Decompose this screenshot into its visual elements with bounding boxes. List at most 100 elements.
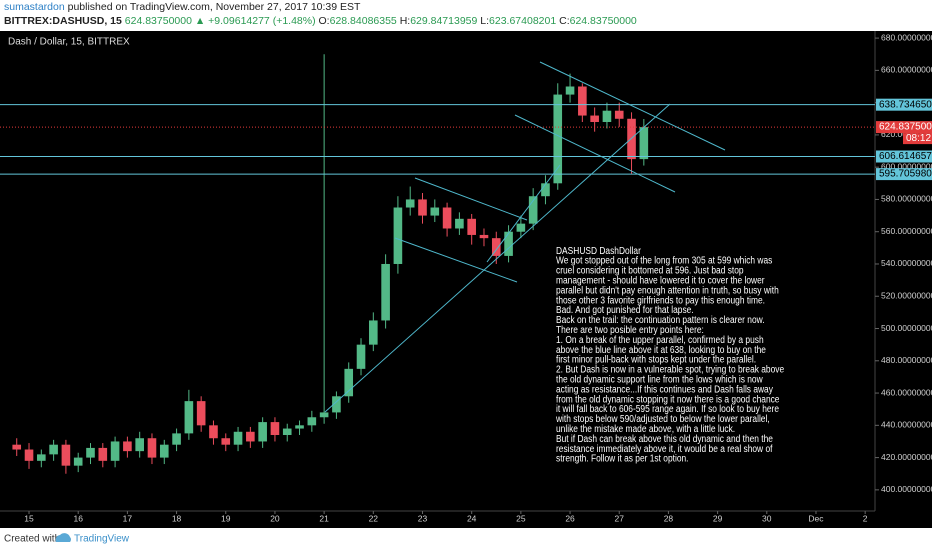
y-tick-label: 500.00000000 (881, 323, 932, 333)
y-tick-label: 460.00000000 (881, 387, 932, 397)
candle-body (356, 344, 366, 369)
logo-icon (55, 533, 71, 542)
ohlc-label: O: (319, 15, 330, 27)
candle-body (467, 218, 476, 235)
footer-brand: TradingView (74, 534, 130, 545)
candle-body (123, 441, 132, 452)
candle-body (369, 320, 378, 345)
candle-body (319, 412, 329, 418)
annotation-line: cruel considering it bottomed at 596. Ju… (556, 265, 744, 277)
candle-body (614, 110, 624, 119)
candle-body (491, 238, 501, 256)
candle-body (184, 401, 194, 434)
price-level-tag (876, 98, 932, 111)
candle-body (135, 438, 144, 452)
candle-body (61, 444, 71, 466)
ohlc-label: H: (400, 15, 411, 27)
candle-body (295, 425, 304, 429)
y-tick-label: 680.00000000 (881, 32, 932, 42)
candle-body (258, 422, 267, 442)
candle-body (430, 207, 440, 216)
y-tick-label: 440.00000000 (881, 420, 932, 430)
candle-body (282, 428, 292, 436)
candle-body (516, 223, 526, 232)
annotation-line: with stops below 590/adjusted to below t… (555, 413, 770, 425)
candle-body (37, 454, 46, 461)
price-level-label: 638.73465098 (879, 99, 932, 110)
candle-body (86, 447, 95, 458)
annotation-line: Bad. And got punished for that lapse. (556, 304, 694, 316)
candle-body (24, 449, 34, 461)
price-level-label: 595.70598089 (879, 169, 932, 180)
candle-body (590, 115, 599, 122)
candle-body (49, 444, 58, 455)
x-tick-label: 28 (664, 513, 674, 523)
candle-body (455, 218, 464, 229)
candle-body (73, 457, 83, 466)
x-tick-label: 25 (516, 513, 526, 523)
change: ▲ +9.09614277 (+1.48%) (195, 15, 316, 27)
ohlc-label: C: (559, 15, 570, 27)
annotation-line: We got stopped out of the long from 305 … (556, 255, 773, 267)
trend-line (514, 114, 676, 193)
y-tick-label: 420.00000000 (881, 452, 932, 462)
annotation-line: parallel but didn't pay enough attention… (556, 285, 779, 297)
candle-body (110, 441, 120, 461)
price-level-tag (876, 168, 932, 181)
candle-body (246, 431, 255, 442)
x-tick-label: 29 (713, 513, 723, 523)
annotation-line: DASHUSD DashDollar (556, 245, 641, 257)
annotation-line: those other 3 favorite girlfriends to pa… (556, 294, 765, 306)
y-tick-label: 660.00000000 (881, 65, 932, 75)
annotation-line: it will fall back to 606-595 range again… (556, 403, 779, 415)
price-level-label: 624.83750000 (879, 122, 932, 133)
candle-body (565, 86, 575, 95)
candle-body (418, 199, 427, 216)
annotation-line: There are two posible entry points here: (556, 324, 704, 336)
price-level-label: 606.61465782 (879, 151, 932, 162)
published: published on TradingView.com, November 2… (68, 1, 361, 13)
countdown: 08:12 (906, 133, 931, 144)
x-tick-label: 15 (24, 513, 34, 523)
candle-body (393, 207, 403, 264)
price: 624.83750000 (125, 15, 192, 27)
tradingview-logo[interactable]: TradingView (55, 533, 130, 545)
annotation-line: But if Dash can break above this old dyn… (556, 433, 773, 445)
x-tick-label: 26 (565, 513, 575, 523)
trend-line (394, 237, 518, 283)
candle-body (196, 401, 206, 426)
x-tick-label: 18 (172, 513, 182, 523)
annotation-line: unlike the mistake made above, with a li… (556, 423, 735, 435)
plot (0, 54, 875, 474)
candle-body (541, 183, 550, 197)
candle-body (233, 431, 243, 445)
trend-lines (324, 61, 726, 413)
annotation-line: 1. On a break of the upper parallel, con… (556, 334, 764, 346)
x-tick-label: 23 (418, 513, 428, 523)
candle-body (332, 396, 341, 413)
y-tick-label: 480.00000000 (881, 355, 932, 365)
x-tick-label: 19 (221, 513, 231, 523)
annotation-line: acting as resistance...If this continues… (556, 384, 773, 396)
candle-body (553, 94, 563, 184)
candle-body (639, 127, 649, 160)
ohlc-value: 624.83750000 (570, 15, 637, 27)
y-tick-label: 560.00000000 (881, 226, 932, 236)
x-tick-label: 2 (863, 513, 868, 523)
author[interactable]: sumastardon (4, 1, 65, 13)
candle-body (221, 438, 231, 445)
candle-body (172, 433, 181, 445)
price-level-tag (876, 121, 932, 134)
price-level-tag (876, 150, 932, 163)
ohlc-value: 628.84086355 (330, 15, 397, 27)
ohlc-value: 629.84713959 (410, 15, 477, 27)
y-tick-label: 540.00000000 (881, 258, 932, 268)
annotation-line: resistance immediately above it, it woul… (556, 443, 773, 455)
candle-body (270, 422, 280, 436)
trend-line (414, 177, 528, 221)
ohlc-value: 623.67408201 (489, 15, 556, 27)
x-tick-label: 16 (73, 513, 83, 523)
annotation-line: the old dynamic support line from the lo… (556, 374, 763, 386)
